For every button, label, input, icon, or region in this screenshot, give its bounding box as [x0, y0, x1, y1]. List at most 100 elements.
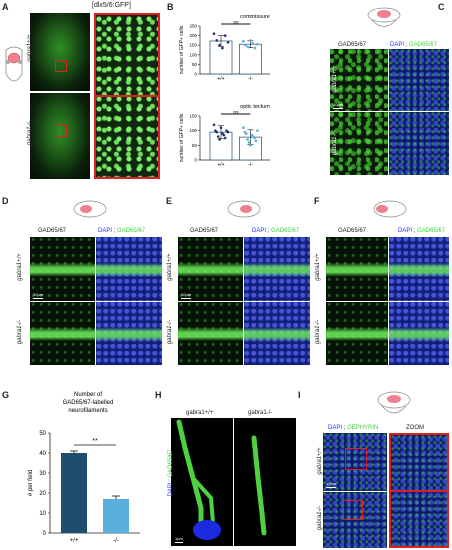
- row-label-d-wt: gabra1+/+: [17, 253, 23, 281]
- f-gad-ko: [326, 302, 388, 365]
- scalebar-d: [33, 298, 43, 299]
- panel-f-label: F: [314, 196, 320, 206]
- scale-label-i: 10µm: [326, 481, 337, 486]
- data-point: [242, 40, 245, 43]
- scale-label-e: 10µm: [181, 292, 192, 297]
- i-roi-wt: [345, 448, 367, 470]
- e-dapi-wt: [244, 237, 310, 301]
- data-point: [216, 135, 220, 138]
- x-tick-label: +/+: [217, 162, 224, 168]
- scale-label-c: 10µm: [333, 102, 344, 107]
- i-wt: [323, 433, 387, 491]
- col-label-h1: gabra1+/+: [186, 410, 214, 416]
- row-label-i-ko: gabra1-/-: [317, 505, 323, 531]
- bar: [103, 499, 129, 533]
- roi-box-ko: [55, 125, 67, 137]
- fish-schematic-d: [73, 200, 107, 218]
- chart-title-line2: GAD65/67-labelled: [63, 400, 114, 406]
- row-label-f-wt: gabra1+/+: [315, 253, 321, 281]
- data-point: [215, 130, 219, 134]
- d-gad-ko: [30, 302, 95, 365]
- row-label-f-ko: gabra1-/-: [315, 319, 321, 345]
- sig-label: ns: [233, 20, 239, 26]
- data-point: [218, 138, 221, 141]
- c-gad-wt: [330, 49, 388, 111]
- y-tick-label: 0: [43, 531, 47, 537]
- panel-a-label: A: [2, 2, 9, 12]
- data-point: [247, 141, 251, 144]
- e-dapi-ko: [244, 302, 310, 365]
- h-neuron-wt: [171, 418, 233, 546]
- panel-e-label: E: [166, 196, 173, 206]
- panel-a-title: [dlx5/6:GFP]: [92, 2, 131, 9]
- data-point: [249, 144, 252, 147]
- f-dapi-ko: [389, 302, 449, 365]
- row-label-e-ko: gabra1-/-: [167, 319, 173, 345]
- chart-optic-tectum: 0 50 100 150 number of GFP+ cells optic tectu…: [179, 104, 270, 168]
- col-label-c2: DAPI ; GAD65/67: [390, 42, 438, 48]
- col-label-c1: GAD65/67: [338, 42, 367, 48]
- data-point: [226, 130, 230, 134]
- data-point: [256, 42, 259, 46]
- data-point: [256, 129, 259, 132]
- panel-h-label: H: [155, 390, 162, 400]
- y-tick-label: 50: [192, 62, 198, 67]
- y-axis-label: number of GFP+ cells: [179, 25, 185, 74]
- panel-g-label: G: [2, 390, 10, 400]
- data-point: [246, 138, 249, 141]
- chart-title-line3: neurofilaments: [68, 408, 107, 414]
- data-point: [246, 45, 250, 49]
- y-tick-label: 10: [39, 511, 46, 517]
- col-label-e2: DAPI ; GAD65/67: [252, 228, 300, 234]
- row-label-i-wt: gabra1+/+: [317, 447, 323, 475]
- scalebar-i: [326, 487, 336, 488]
- scalebar-c: [333, 108, 343, 109]
- x-tick-label: -/-: [113, 538, 119, 544]
- scale-label-d: 10µm: [33, 292, 44, 297]
- i-roi-ko: [343, 500, 363, 520]
- y-tick-label: 150: [189, 114, 197, 119]
- y-axis-label: number of GFP+ cells: [179, 113, 185, 162]
- f-gad-wt: [326, 237, 388, 301]
- data-point: [212, 123, 216, 127]
- row-label-a-ko: gabra1-/-: [27, 120, 33, 146]
- col-label-f2: DAPI ; GAD65/67: [398, 228, 446, 234]
- row-label-d-ko: gabra1-/-: [17, 319, 23, 345]
- d-dapi-wt: [96, 237, 162, 301]
- col-label-f1: GAD65/67: [338, 228, 367, 234]
- x-tick-label: +/+: [70, 538, 79, 544]
- h-side-label: DAPI ; GAD65/67: [168, 449, 174, 497]
- data-point: [242, 126, 245, 130]
- data-point: [254, 139, 258, 143]
- f-dapi-wt: [389, 237, 449, 301]
- sig-label: ns: [233, 110, 239, 116]
- y-tick-label: 150: [189, 43, 197, 48]
- i-ko: [323, 492, 387, 548]
- gfp-image-wt: [30, 13, 90, 91]
- panel-c-label: C: [438, 2, 445, 12]
- y-tick-label: 200: [189, 33, 197, 38]
- data-point: [219, 126, 223, 130]
- col-label-h2: gabra1-/-: [248, 410, 273, 416]
- x-tick-label: +/+: [217, 76, 224, 82]
- e-gad-ko: [178, 302, 243, 365]
- data-point: [223, 34, 227, 37]
- data-point: [221, 46, 224, 50]
- data-point: [218, 43, 221, 47]
- col-label-i2: ZOOM: [406, 425, 424, 431]
- sig-label: **: [92, 438, 98, 445]
- data-point: [226, 41, 230, 44]
- col-label-d1: GAD65/67: [38, 228, 67, 234]
- fish-head-schematic: [5, 46, 23, 82]
- y-tick-label: 50: [39, 431, 46, 437]
- d-dapi-ko: [96, 302, 162, 365]
- col-label-i1: DAPI ; GEPHYRIN: [328, 425, 379, 431]
- data-point: [251, 41, 255, 45]
- e-gad-wt: [178, 237, 243, 301]
- data-point: [253, 46, 257, 50]
- data-point: [244, 43, 248, 47]
- x-tick-label: -/-: [248, 76, 253, 82]
- panel-b-label: B: [167, 2, 174, 12]
- scalebar-e: [181, 298, 191, 299]
- zoom-divider: [95, 95, 159, 97]
